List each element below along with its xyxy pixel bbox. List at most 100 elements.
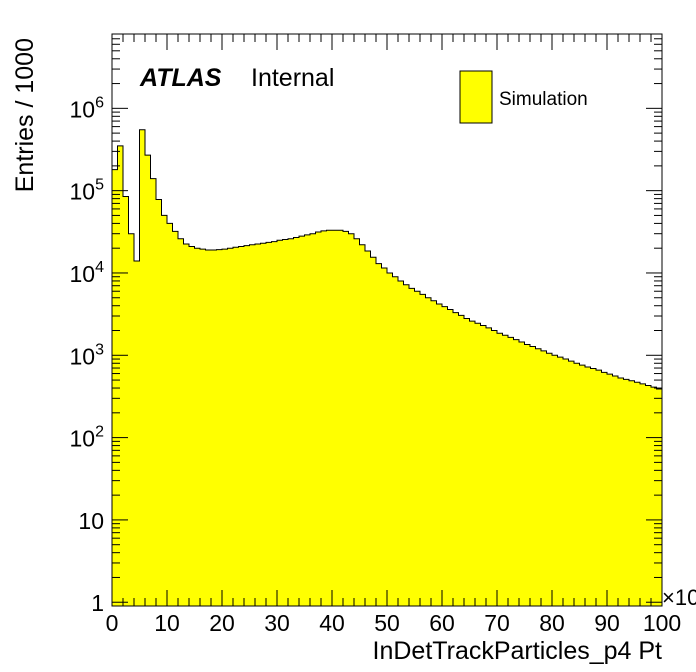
histogram-bin [211,250,217,607]
histogram-bin [359,244,366,607]
histogram-bars [112,129,663,607]
histogram-bin [524,344,531,606]
histogram-bin [634,382,641,606]
y-tick-label: 102 [70,424,105,452]
y-tick-label: 103 [70,341,105,369]
x-tick-label: 100 [643,610,681,636]
histogram-bin [156,199,162,606]
legend: Simulation [459,70,588,124]
histogram-bin [123,196,129,606]
histogram-bin [491,330,498,606]
histogram-bin [508,337,514,606]
histogram-bin [293,237,300,606]
histogram-bin [200,249,206,606]
y-tick-labels: 1 10 102 103 104 105 106 [70,94,105,616]
histogram-bin [227,248,234,606]
x-tick-label: 0 [106,610,119,636]
histogram-bin [519,342,525,606]
histogram-bin [447,309,454,606]
histogram-bin [271,241,278,607]
histogram-bin [167,223,173,607]
x-multiplier-label: ×10³ [662,585,696,610]
histogram-bin [376,263,382,606]
histogram-bin [651,387,657,606]
histogram-bin [161,215,168,607]
histogram-bin [436,303,443,606]
atlas-label: ATLAS [139,64,222,92]
x-tick-label: 60 [429,610,455,636]
x-tick-label: 10 [154,610,180,636]
histogram-bin [222,249,228,606]
histogram-bin [530,346,536,606]
histogram-bin [172,231,179,606]
axis-ticks [111,33,663,607]
x-tick-label: 90 [594,610,620,636]
histogram-bin [365,250,371,607]
histogram-bin [464,318,470,606]
histogram-bin [304,234,311,606]
histogram-bin [381,267,388,606]
histogram-bin [370,257,377,606]
histogram-bin [315,231,322,607]
histogram-bin [194,248,201,606]
histogram-bin [535,348,542,606]
histogram-bin [497,333,503,606]
y-tick-label: 104 [70,259,105,287]
histogram-bin [145,155,151,606]
histogram-bin [568,361,575,606]
legend-swatch [459,70,493,124]
histogram-bin [563,359,569,606]
histogram-bin [139,129,146,607]
histogram-bin [387,272,393,606]
y-axis-label: Entries / 1000 [11,38,39,192]
y-tick-label: 10 [78,508,104,534]
histogram-bin [486,327,492,606]
histogram-bin [216,249,223,606]
histogram-bin [260,243,267,606]
histogram-bin [431,300,437,606]
legend-entry-simulation: Simulation [499,89,588,110]
histogram-bin [640,383,646,606]
histogram-bin [233,247,239,606]
histogram-bin [618,377,624,606]
y-tick-label: 106 [70,94,105,122]
histogram-bin [425,297,432,606]
histogram-bin [321,230,327,606]
histogram-bin [277,240,283,606]
histogram-bin [420,294,426,606]
histogram-bin [244,245,250,606]
histogram-bin [255,243,261,606]
histogram-bin [656,388,663,606]
histogram-bin [326,230,333,606]
histogram-bin [475,323,481,606]
x-tick-label: 70 [484,610,510,636]
histogram-bin [392,276,399,606]
histogram-bin [266,242,272,606]
x-tick-labels: 0 10 20 30 40 50 60 70 80 90 100 [106,610,682,636]
histogram-bin [205,250,212,607]
x-axis-label: InDetTrackParticles_p4 Pt [373,637,663,665]
histogram-bin [541,350,547,606]
histogram-bin [607,374,613,606]
histogram-bin [150,178,157,607]
histogram-bin [585,367,591,606]
histogram-outline [111,129,663,606]
x-tick-label: 50 [374,610,400,636]
plot-frame [111,33,663,607]
histogram-bin [128,233,135,607]
histogram-bin [282,239,289,606]
histogram-bin [117,145,124,606]
histogram-bin [612,376,619,606]
histogram-bin [453,312,459,606]
y-tick-label: 1 [91,590,104,616]
histogram-bin [442,306,448,606]
histogram-bin [629,380,635,606]
histogram-bin [398,280,404,606]
x-tick-label: 20 [209,610,235,636]
histogram-bin [343,231,349,606]
histogram-bin [458,315,465,606]
histogram-bin [249,244,256,607]
histogram-bin [299,236,305,606]
histogram-bin [552,355,558,606]
